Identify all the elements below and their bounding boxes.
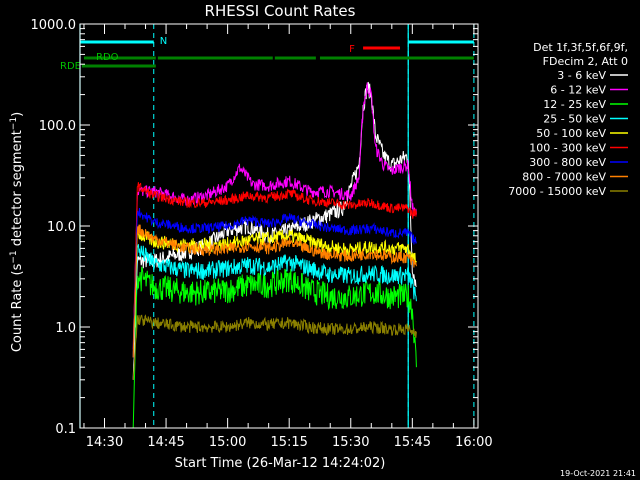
x-tick-label: 16:00 — [455, 435, 492, 450]
x-axis: 14:30 14:45 15:00 15:15 15:30 15:45 16:00 — [83, 24, 493, 450]
legend-entry-9: 7000 - 15000 keV — [508, 185, 606, 198]
series-line-7 — [132, 207, 417, 358]
legend-entry-8: 800 - 7000 keV — [522, 171, 606, 184]
legend-entry-4: 25 - 50 keV — [543, 113, 606, 126]
x-tick-label: 15:15 — [270, 435, 307, 450]
rde-label: RDE — [60, 61, 81, 72]
x-tick-label: 15:45 — [394, 435, 431, 450]
legend-header-line-1: Det 1f,3f,5f,6f,9f, — [533, 41, 628, 54]
y-axis-label: Count Rate (s−1 detector segment−1) — [9, 112, 25, 352]
legend-entry-1: 3 - 6 keV — [557, 69, 606, 82]
night-label: N — [160, 36, 167, 47]
legend-entry-3: 12 - 25 keV — [543, 98, 606, 111]
x-tick-label: 14:45 — [147, 435, 184, 450]
series-line-1 — [132, 81, 417, 380]
legend-entry-7: 300 - 800 keV — [529, 156, 606, 169]
series-line-4 — [132, 244, 417, 358]
timestamp: 19-Oct-2021 21:41 — [560, 469, 636, 478]
plot-area: N F RDO RDE — [60, 23, 479, 429]
x-axis-label: Start Time (26-Mar-12 14:24:02) — [175, 456, 386, 471]
legend: Det 1f,3f,5f,6f,9f, FDecim 2, Att 0 3 - … — [508, 41, 628, 198]
x-tick-label: 15:30 — [332, 435, 369, 450]
series-line-9 — [132, 314, 417, 380]
legend-header-line-2: FDecim 2, Att 0 — [543, 55, 628, 68]
y-tick-label: 0.1 — [55, 422, 76, 437]
x-tick-label: 15:00 — [209, 435, 246, 450]
series-line-2 — [132, 82, 417, 350]
chart-title: RHESSI Count Rates — [205, 2, 356, 20]
y-tick-label: 1000.0 — [31, 18, 77, 33]
series-line-6 — [132, 182, 417, 358]
rdo-label: RDO — [96, 52, 119, 63]
x-tick-label: 14:30 — [86, 435, 123, 450]
series-line-5 — [132, 226, 417, 358]
y-tick-label: 100.0 — [39, 119, 76, 134]
legend-entry-2: 6 - 12 keV — [550, 84, 606, 97]
legend-entry-6: 100 - 300 keV — [529, 142, 606, 155]
series-line-3 — [132, 266, 417, 429]
series-line-8 — [132, 224, 417, 358]
y-tick-label: 1.0 — [55, 321, 76, 336]
flare-label: F — [349, 44, 355, 55]
y-tick-label: 10.0 — [47, 220, 76, 235]
y-axis: 0.1 1.0 10.0 100.0 1000.0 — [31, 18, 478, 437]
legend-entry-5: 50 - 100 keV — [536, 127, 606, 140]
